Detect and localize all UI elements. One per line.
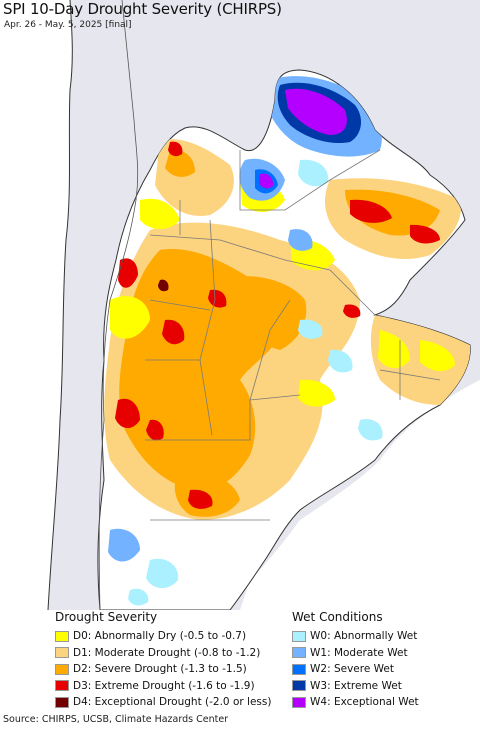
legend-swatch-w4	[292, 696, 306, 708]
legend-swatch-d0	[55, 630, 69, 642]
legend-swatch-w0	[292, 630, 306, 642]
legend-label-d4: D4: Exceptional Drought (-2.0 or less)	[73, 696, 272, 709]
legend-drought-heading: Drought Severity	[55, 610, 158, 624]
legend-label-w3: W3: Extreme Wet	[310, 679, 402, 692]
source-note: Source: CHIRPS, UCSB, Climate Hazards Ce…	[3, 714, 229, 725]
legend-label-d3: D3: Extreme Drought (-1.6 to -1.9)	[73, 679, 255, 692]
legend-label-d2: D2: Severe Drought (-1.3 to -1.5)	[73, 663, 247, 676]
atlantic-ocean	[240, 380, 480, 610]
legend-swatch-d3	[55, 680, 69, 692]
drought-overlay	[104, 76, 471, 606]
legend-item-w4: W4: Exceptional Wet	[292, 694, 419, 711]
legend-item-d2: D2: Severe Drought (-1.3 to -1.5)	[55, 661, 271, 678]
legend-item-d1: D1: Moderate Drought (-0.8 to -1.2)	[55, 645, 271, 662]
legend-swatch-w2	[292, 663, 306, 675]
map-canvas	[0, 0, 480, 610]
legend-item-w1: W1: Moderate Wet	[292, 645, 419, 662]
legend-label-w4: W4: Exceptional Wet	[310, 696, 419, 709]
legend-item-d3: D3: Extreme Drought (-1.6 to -1.9)	[55, 678, 271, 695]
legend-wet: Wet Conditions W0: Abnormally Wet W1: Mo…	[292, 610, 419, 711]
legend-swatch-d1	[55, 647, 69, 659]
legend-item-d4: D4: Exceptional Drought (-2.0 or less)	[55, 694, 271, 711]
pacific-ocean	[0, 0, 73, 610]
chile-argentina-border	[98, 0, 139, 610]
legend-label-d1: D1: Moderate Drought (-0.8 to -1.2)	[73, 646, 261, 659]
legend-swatch-d4	[55, 696, 69, 708]
legend-drought: Drought Severity D0: Abnormally Dry (-0.…	[55, 610, 271, 711]
admin-borders	[145, 149, 441, 521]
map-title: SPI 10-Day Drought Severity (CHIRPS)	[3, 0, 282, 18]
map-subtitle: Apr. 26 - May. 5, 2025 [final]	[4, 20, 132, 30]
legend-swatch-w3	[292, 680, 306, 692]
legend: Drought Severity D0: Abnormally Dry (-0.…	[0, 610, 480, 710]
legend-item-w0: W0: Abnormally Wet	[292, 628, 419, 645]
legend-swatch-d2	[55, 663, 69, 675]
legend-label-w1: W1: Moderate Wet	[310, 646, 408, 659]
coastline-west	[47, 0, 73, 610]
legend-swatch-w1	[292, 647, 306, 659]
legend-item-w2: W2: Severe Wet	[292, 661, 419, 678]
legend-label-d0: D0: Abnormally Dry (-0.5 to -0.7)	[73, 630, 247, 643]
legend-item-d0: D0: Abnormally Dry (-0.5 to -0.7)	[55, 628, 271, 645]
legend-label-w2: W2: Severe Wet	[310, 663, 394, 676]
drought-map	[0, 0, 480, 610]
legend-item-w3: W3: Extreme Wet	[292, 678, 419, 695]
legend-wet-heading: Wet Conditions	[292, 610, 383, 624]
legend-label-w0: W0: Abnormally Wet	[310, 630, 418, 643]
